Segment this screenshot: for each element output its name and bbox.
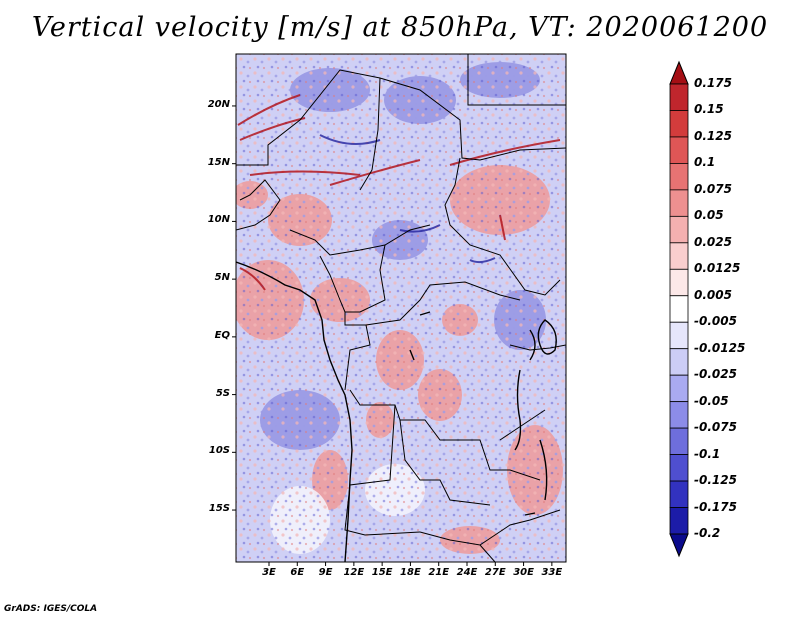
- colorbar-level-label: 0.075: [694, 181, 732, 196]
- colorbar-swatch: [669, 454, 689, 482]
- lat-label: 10N: [207, 214, 230, 226]
- velocity-field: [236, 54, 566, 562]
- map-frame: [235, 53, 567, 563]
- colorbar-swatch: [669, 321, 689, 350]
- lon-label: 33E: [541, 567, 563, 578]
- colorbar-level-label: -0.0125: [694, 340, 746, 355]
- colorbar-level-label: -0.175: [694, 499, 737, 514]
- lon-label: 3E: [262, 567, 276, 578]
- colorbar-swatch: [669, 136, 689, 164]
- lon-label: 15E: [371, 567, 393, 578]
- lat-label: 5N: [214, 272, 230, 284]
- lon-label: 24E: [456, 567, 478, 578]
- colorbar-min-arrow: [669, 533, 689, 558]
- colorbar-swatch: [669, 348, 689, 376]
- lon-label: 9E: [318, 567, 333, 578]
- colorbar-level-label: -0.005: [694, 314, 737, 329]
- colorbar-level-label: 0.0125: [694, 261, 741, 276]
- colorbar-swatch: [669, 215, 689, 244]
- longitude-tick-marks: [268, 562, 553, 566]
- lat-label: 15N: [207, 156, 230, 168]
- colorbar-level-label: 0.1: [694, 155, 716, 170]
- country-borders: [236, 54, 566, 562]
- colorbar-level-label: 0.05: [694, 208, 724, 223]
- lon-label: 27E: [484, 567, 506, 578]
- colorbar-level-label: -0.125: [694, 473, 737, 488]
- map-title: Vertical velocity [m/s] at 850hPa, VT: 2…: [31, 12, 769, 43]
- colorbar-level-label: 0.125: [694, 128, 732, 143]
- colorbar-swatch: [669, 374, 689, 403]
- colorbar-max-arrow: [669, 60, 689, 85]
- colorbar: [669, 60, 689, 558]
- colorbar-swatch: [669, 242, 689, 270]
- colorbar-level-label: 0.005: [694, 287, 732, 302]
- colorbar-swatch: [669, 401, 689, 429]
- lat-label: EQ: [214, 329, 230, 341]
- colorbar-level-label: -0.075: [694, 420, 737, 435]
- colorbar-level-label: 0.15: [694, 102, 724, 117]
- lon-label: 21E: [428, 567, 450, 578]
- lat-label: 10S: [208, 445, 230, 457]
- lon-label: 12E: [343, 567, 365, 578]
- colorbar-swatch: [669, 110, 689, 138]
- colorbar-swatch: [669, 480, 689, 508]
- colorbar-level-label: 0.175: [694, 76, 732, 90]
- colorbar-swatch: [669, 427, 689, 455]
- colorbar-swatch: [669, 295, 689, 323]
- lat-label: 15S: [208, 503, 230, 515]
- colorbar-level-label: -0.05: [694, 393, 729, 408]
- colorbar-swatch: [669, 189, 689, 217]
- coastlines-and-lakes: [236, 261, 557, 562]
- colorbar-level-label: -0.2: [694, 526, 721, 540]
- grads-footer: GrADS: IGES/COLA: [4, 604, 98, 614]
- lon-label: 6E: [290, 567, 305, 578]
- latitude-tick-marks: [232, 105, 236, 511]
- colorbar-swatch: [669, 163, 689, 191]
- lat-label: 20N: [207, 98, 230, 110]
- lat-label: 5S: [215, 387, 230, 399]
- strong-downdraft-streaks: [319, 134, 496, 264]
- lon-label: 18E: [400, 567, 421, 578]
- colorbar-level-label: -0.025: [694, 367, 737, 382]
- colorbar-swatch: [669, 268, 689, 297]
- colorbar-level-label: -0.1: [694, 446, 721, 461]
- colorbar-swatch: [669, 83, 689, 111]
- strong-updraft-streaks: [237, 94, 561, 291]
- lon-label: 30E: [513, 567, 534, 578]
- colorbar-level-label: 0.025: [694, 234, 732, 249]
- colorbar-swatch: [669, 507, 689, 535]
